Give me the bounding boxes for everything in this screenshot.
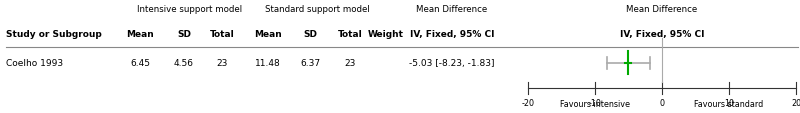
Text: 4.56: 4.56 — [174, 59, 194, 68]
Text: IV, Fixed, 95% CI: IV, Fixed, 95% CI — [620, 29, 704, 38]
Text: 23: 23 — [345, 59, 356, 68]
Text: Standard support model: Standard support model — [265, 5, 370, 13]
Text: SD: SD — [303, 29, 318, 38]
Text: 0: 0 — [659, 98, 665, 107]
Text: Total: Total — [210, 29, 234, 38]
Text: Coelho 1993: Coelho 1993 — [6, 59, 63, 68]
Text: Mean: Mean — [126, 29, 154, 38]
Text: Mean: Mean — [254, 29, 282, 38]
Text: IV, Fixed, 95% CI: IV, Fixed, 95% CI — [410, 29, 494, 38]
Text: Favours intensive: Favours intensive — [560, 100, 630, 108]
Text: 6.45: 6.45 — [130, 59, 150, 68]
Text: 23: 23 — [217, 59, 228, 68]
Text: Weight: Weight — [367, 29, 403, 38]
Text: Favours standard: Favours standard — [694, 100, 764, 108]
Text: Total: Total — [338, 29, 362, 38]
Text: Study or Subgroup: Study or Subgroup — [6, 29, 102, 38]
Text: SD: SD — [177, 29, 191, 38]
Text: -10: -10 — [589, 98, 602, 107]
Text: 10: 10 — [724, 98, 734, 107]
Text: Mean Difference: Mean Difference — [626, 5, 698, 13]
Text: 6.37: 6.37 — [300, 59, 321, 68]
Text: Mean Difference: Mean Difference — [416, 5, 488, 13]
Text: 20: 20 — [791, 98, 800, 107]
Text: 11.48: 11.48 — [255, 59, 281, 68]
Text: -20: -20 — [522, 98, 534, 107]
Text: -5.03 [-8.23, -1.83]: -5.03 [-8.23, -1.83] — [410, 59, 494, 68]
Text: Intensive support model: Intensive support model — [137, 5, 242, 13]
